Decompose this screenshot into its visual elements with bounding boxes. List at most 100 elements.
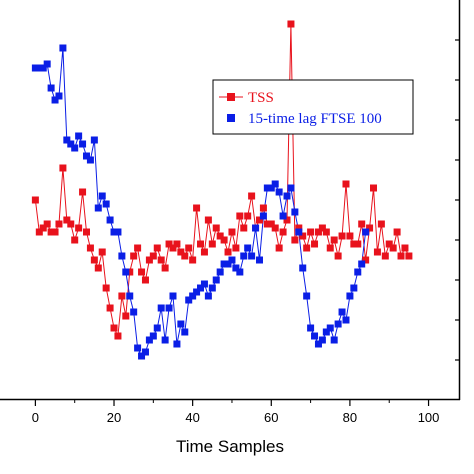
data-point-tss (55, 220, 63, 228)
data-point-ftse (216, 268, 224, 276)
data-point-tss (373, 248, 381, 256)
data-point-ftse (279, 212, 287, 220)
data-point-ftse (169, 292, 177, 300)
data-point-tss (110, 324, 118, 332)
data-point-tss (122, 312, 130, 320)
x-tick-label: 60 (264, 410, 278, 425)
data-point-tss (35, 228, 43, 236)
data-point-ftse (287, 184, 295, 192)
data-point-tss (189, 256, 197, 264)
data-point-tss (259, 204, 267, 212)
data-point-ftse (63, 136, 71, 144)
data-point-ftse (232, 264, 240, 272)
data-point-tss (236, 212, 244, 220)
data-point-tss (385, 240, 393, 248)
data-point-ftse (338, 308, 346, 316)
data-point-tss (79, 188, 87, 196)
data-point-tss (98, 248, 106, 256)
data-point-ftse (82, 152, 90, 160)
data-point-tss (377, 220, 385, 228)
data-point-tss (314, 228, 322, 236)
data-point-ftse (67, 140, 75, 148)
data-point-tss (86, 244, 94, 252)
data-point-ftse (204, 292, 212, 300)
data-point-ftse (318, 336, 326, 344)
data-point-tss (263, 220, 271, 228)
data-point-ftse (212, 276, 220, 284)
data-point-tss (271, 224, 279, 232)
data-point-tss (141, 276, 149, 284)
data-point-ftse (275, 188, 283, 196)
data-point-ftse (307, 324, 315, 332)
data-point-ftse (263, 184, 271, 192)
data-point-tss (240, 224, 248, 232)
x-tick-label: 80 (343, 410, 357, 425)
data-point-ftse (149, 332, 157, 340)
legend-label-ftse: 15-time lag FTSE 100 (248, 111, 382, 127)
data-point-tss (59, 164, 67, 172)
data-point-ftse (342, 316, 350, 324)
series-layer (31, 20, 413, 360)
data-point-tss (232, 244, 240, 252)
data-point-ftse (322, 328, 330, 336)
data-point-tss (346, 232, 354, 240)
data-point-ftse (362, 228, 370, 236)
data-point-tss (370, 184, 378, 192)
data-point-tss (299, 232, 307, 240)
data-point-tss (330, 236, 338, 244)
data-point-tss (255, 216, 263, 224)
data-point-ftse (71, 144, 79, 152)
data-point-ftse (283, 192, 291, 200)
data-point-tss (389, 244, 397, 252)
data-point-tss (193, 204, 201, 212)
data-point-ftse (35, 64, 43, 72)
data-point-ftse (110, 228, 118, 236)
legend: TSS 15-time lag FTSE 100 (212, 79, 414, 135)
data-point-ftse (252, 224, 260, 232)
data-point-tss (342, 180, 350, 188)
x-tick-label: 40 (185, 410, 199, 425)
data-point-tss (145, 256, 153, 264)
data-point-ftse (330, 336, 338, 344)
data-point-tss (157, 256, 165, 264)
data-point-tss (318, 224, 326, 232)
data-point-ftse (224, 260, 232, 268)
data-point-ftse (299, 264, 307, 272)
legend-marker-tss (227, 93, 235, 101)
data-point-ftse (141, 348, 149, 356)
data-point-tss (102, 284, 110, 292)
data-point-tss (350, 240, 358, 248)
data-point-tss (397, 252, 405, 260)
data-point-ftse (346, 292, 354, 300)
data-point-tss (138, 268, 146, 276)
data-point-tss (303, 244, 311, 252)
data-point-tss (43, 220, 51, 228)
data-point-tss (334, 252, 342, 260)
data-point-tss (181, 252, 189, 260)
data-point-ftse (208, 284, 216, 292)
data-point-ftse (303, 292, 311, 300)
y-ticks (455, 39, 460, 361)
data-point-ftse (267, 184, 275, 192)
data-point-ftse (153, 324, 161, 332)
data-point-tss (67, 220, 75, 228)
data-point-ftse (106, 216, 114, 224)
data-point-tss (51, 228, 59, 236)
data-point-ftse (55, 92, 63, 100)
x-tick-label: 0 (32, 410, 39, 425)
data-point-ftse (47, 84, 55, 92)
data-point-tss (283, 216, 291, 224)
data-point-tss (401, 244, 409, 252)
data-point-tss (275, 244, 283, 252)
data-point-tss (173, 240, 181, 248)
data-point-tss (114, 332, 122, 340)
data-point-tss (248, 192, 256, 200)
data-point-tss (169, 244, 177, 252)
x-tick-label: 20 (107, 410, 121, 425)
data-point-tss (204, 216, 212, 224)
data-point-tss (358, 220, 366, 228)
data-point-ftse (173, 340, 181, 348)
data-point-tss (212, 224, 220, 232)
data-point-tss (295, 224, 303, 232)
data-point-tss (71, 236, 79, 244)
